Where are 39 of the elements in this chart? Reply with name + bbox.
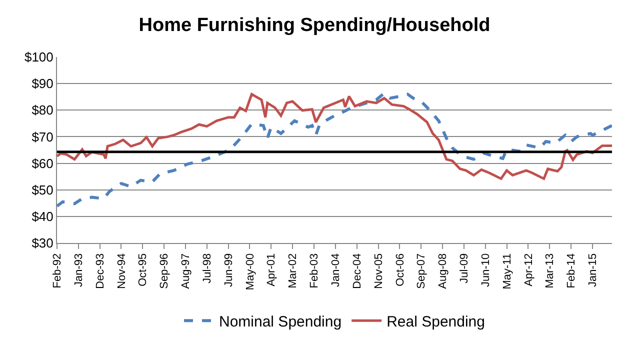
legend-label: Nominal Spending	[219, 313, 342, 330]
x-tick-label: May-00	[244, 253, 256, 290]
x-tick-label: Feb-92	[52, 253, 64, 288]
x-tick-label: Mar-13	[544, 253, 556, 288]
x-tick-label: Aug-97	[180, 253, 192, 289]
x-tick-label: Jun-10	[480, 253, 492, 288]
x-tick-label: Jan-15	[587, 253, 600, 288]
y-tick-label: $60	[32, 156, 54, 171]
y-tick-label: $100	[24, 50, 54, 65]
x-tick-label: Mar-02	[287, 253, 300, 288]
x-tick-label: Dec-04	[351, 253, 364, 289]
x-tick-label: Apr-01	[266, 253, 278, 286]
x-tick-label: Jan-04	[330, 253, 342, 288]
x-tick-label: Jul-98	[201, 253, 214, 284]
y-tick-label: $70	[32, 129, 54, 144]
x-tick-label: Aug-08	[437, 253, 450, 289]
chart-title: Home Furnishing Spending/Household	[138, 15, 490, 36]
x-tick-label: Jul-09	[458, 253, 471, 284]
x-tick-label: Feb-14	[566, 253, 578, 288]
y-tick-label: $40	[32, 208, 54, 224]
x-tick-label: Dec-93	[94, 253, 106, 289]
y-tick-label: $50	[32, 182, 54, 198]
x-tick-label: Nov-94	[116, 253, 128, 289]
x-tick-label: Oct-95	[137, 253, 150, 286]
y-tick-label: $30	[32, 236, 54, 251]
x-tick-label: Sep-07	[416, 253, 428, 289]
y-tick-label: $90	[32, 76, 54, 92]
legend-label: Real Spending	[386, 313, 485, 330]
x-tick-label: Sep-96	[158, 253, 171, 289]
line-series	[57, 92, 612, 180]
x-tick-label: Jun-99	[222, 253, 235, 288]
x-tick-label: Apr-12	[522, 253, 535, 286]
x-tick-label: Feb-03	[308, 253, 321, 288]
y-tick-label: $80	[32, 102, 54, 118]
x-tick-label: Jan-93	[73, 253, 86, 288]
x-tick-label: Nov-05	[372, 253, 385, 289]
x-tick-label: May-11	[501, 253, 514, 290]
x-tick-label: Oct-06	[394, 253, 406, 286]
line-series	[57, 92, 612, 208]
